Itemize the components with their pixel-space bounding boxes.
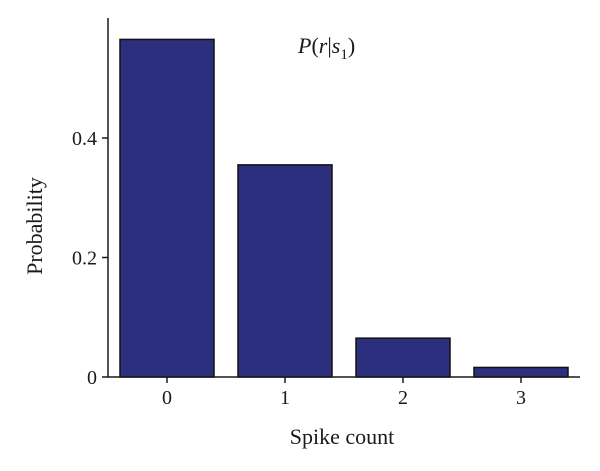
y-tick-label-0.4: 0.4 [72, 128, 97, 150]
x-tick-label-1: 1 [280, 387, 290, 409]
chart-title: P(r|s1) [297, 33, 355, 63]
x-ticks: 0 1 2 3 [162, 377, 526, 409]
bar-3 [473, 366, 569, 378]
bars [119, 38, 569, 378]
bar-0 [119, 38, 215, 378]
x-axis-label: Spike count [290, 424, 395, 449]
y-tick-label-0: 0 [87, 367, 97, 389]
x-tick-label-3: 3 [516, 387, 526, 409]
x-tick-label-0: 0 [162, 387, 172, 409]
bar-1 [237, 164, 333, 378]
bar-2 [355, 337, 451, 378]
x-tick-label-2: 2 [398, 387, 408, 409]
y-ticks: 0 0.2 0.4 [72, 128, 108, 389]
y-tick-label-0.2: 0.2 [72, 248, 97, 270]
y-axis-label: Probability [22, 177, 47, 275]
